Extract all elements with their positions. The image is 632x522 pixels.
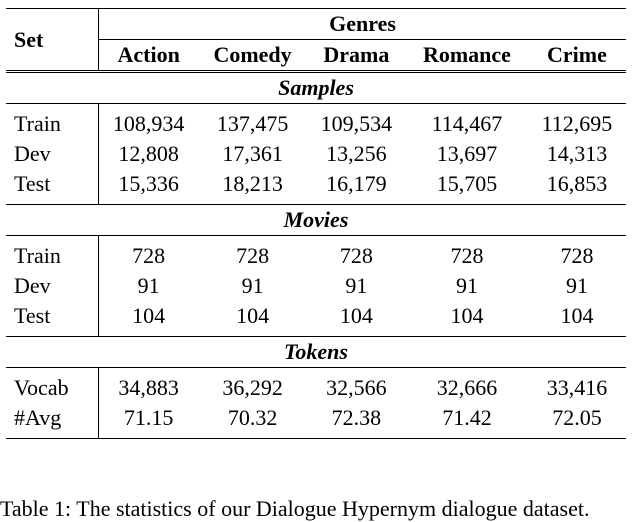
table-cell: 71.15 xyxy=(123,405,174,430)
table-row: Test 104 104 104 104 104 xyxy=(6,301,626,337)
genre-header-comedy: Comedy xyxy=(213,42,292,67)
table-cell: 91 xyxy=(345,273,368,298)
table-cell: 91 xyxy=(241,273,264,298)
row-label: Test xyxy=(6,169,99,205)
table-cell: 13,256 xyxy=(326,141,387,166)
set-header: Set xyxy=(6,8,99,73)
table-cell: 104 xyxy=(450,303,484,328)
table-cell: 114,467 xyxy=(431,111,503,136)
table-cell: 12,808 xyxy=(118,141,179,166)
table-cell: 728 xyxy=(132,243,166,268)
table-cell: 91 xyxy=(455,273,478,298)
section-title-movies: Movies xyxy=(283,207,349,232)
genres-header: Genres xyxy=(98,8,626,40)
table-cell: 36,292 xyxy=(222,375,283,400)
table-row: #Avg 71.15 70.32 72.38 71.42 72.05 xyxy=(6,403,626,439)
table-cell: 104 xyxy=(560,303,594,328)
table-cell: 72.05 xyxy=(552,405,602,430)
row-label: Train xyxy=(6,235,99,271)
table-cell: 72.38 xyxy=(331,405,382,430)
row-label: Train xyxy=(6,103,99,139)
section-title-tokens: Tokens xyxy=(284,339,348,364)
table-row: Dev 12,808 17,361 13,256 13,697 14,313 xyxy=(6,139,626,169)
table-cell: 33,416 xyxy=(546,375,608,400)
table-cell: 13,697 xyxy=(436,141,498,166)
table-cell: 109,534 xyxy=(320,111,393,136)
table-cell: 71.42 xyxy=(442,405,492,430)
table-cell: 17,361 xyxy=(222,141,283,166)
table-cell: 15,705 xyxy=(436,171,498,196)
table-cell: 32,666 xyxy=(436,375,498,400)
table-cell: 14,313 xyxy=(546,141,608,166)
table-row: Vocab 34,883 36,292 32,566 32,666 33,416 xyxy=(6,367,626,403)
table-row: Test 15,336 18,213 16,179 15,705 16,853 xyxy=(6,169,626,205)
table-cell: 108,934 xyxy=(112,111,185,136)
table-cell: 728 xyxy=(236,243,270,268)
section-title-samples: Samples xyxy=(278,75,354,100)
row-label: Vocab xyxy=(6,367,99,403)
row-label: Dev xyxy=(6,271,99,301)
table-cell: 18,213 xyxy=(222,171,283,196)
table-cell: 32,566 xyxy=(326,375,387,400)
table-caption: Table 1: The statistics of our Dialogue … xyxy=(0,496,590,521)
table-cell: 137,475 xyxy=(216,111,289,136)
table-cell: 91 xyxy=(137,273,160,298)
table-cell: 91 xyxy=(565,273,588,298)
table-cell: 34,883 xyxy=(118,375,179,400)
table-cell: 728 xyxy=(450,243,484,268)
table-cell: 104 xyxy=(339,303,373,328)
table-row: Train 108,934 137,475 109,534 114,467 11… xyxy=(6,103,626,139)
table-row: Dev 91 91 91 91 91 xyxy=(6,271,626,301)
table-cell: 104 xyxy=(236,303,270,328)
table-row: Train 728 728 728 728 728 xyxy=(6,235,626,271)
table-cell: 728 xyxy=(560,243,594,268)
table-cell: 16,853 xyxy=(546,171,608,196)
genre-header-romance: Romance xyxy=(422,42,511,67)
table-cell: 728 xyxy=(339,243,373,268)
table-cell: 70.32 xyxy=(227,405,278,430)
statistics-table: Set Genres Action Comedy Drama Romance C… xyxy=(6,8,626,439)
row-label: Dev xyxy=(6,139,99,169)
genre-header-crime: Crime xyxy=(547,42,607,67)
genre-header-action: Action xyxy=(117,42,180,67)
table-cell: 15,336 xyxy=(118,171,179,196)
row-label: Test xyxy=(6,301,99,337)
row-label: #Avg xyxy=(6,403,99,439)
table-cell: 112,695 xyxy=(541,111,613,136)
genre-header-drama: Drama xyxy=(323,42,390,67)
table-cell: 104 xyxy=(132,303,166,328)
table-cell: 16,179 xyxy=(326,171,387,196)
